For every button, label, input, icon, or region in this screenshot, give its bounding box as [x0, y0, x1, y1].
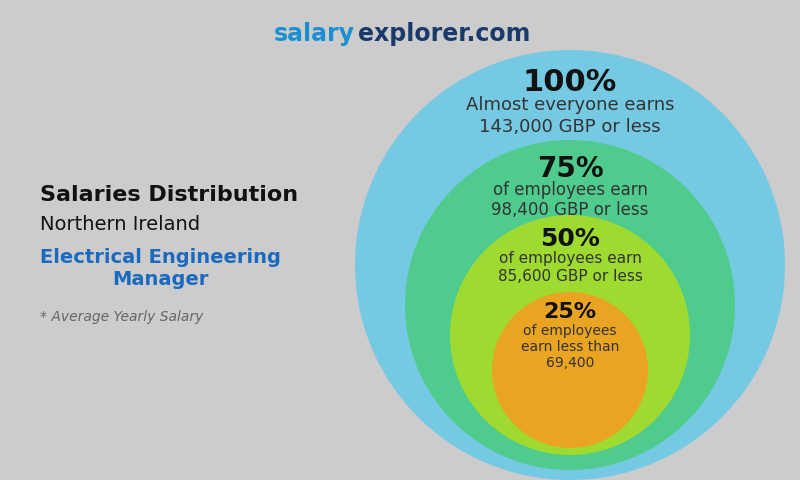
Text: of employees earn: of employees earn: [493, 181, 647, 199]
Text: of employees earn: of employees earn: [498, 251, 642, 266]
Text: Almost everyone earns: Almost everyone earns: [466, 96, 674, 114]
Text: of employees: of employees: [523, 324, 617, 338]
Text: 75%: 75%: [537, 155, 603, 183]
Text: salary: salary: [274, 22, 355, 46]
Text: 100%: 100%: [523, 68, 617, 97]
Circle shape: [492, 292, 648, 448]
Text: 25%: 25%: [543, 302, 597, 322]
Text: 98,400 GBP or less: 98,400 GBP or less: [491, 201, 649, 219]
Text: 69,400: 69,400: [546, 356, 594, 370]
Text: Salaries Distribution: Salaries Distribution: [40, 185, 298, 205]
Text: Northern Ireland: Northern Ireland: [40, 215, 200, 234]
Text: explorer.com: explorer.com: [358, 22, 530, 46]
Text: 143,000 GBP or less: 143,000 GBP or less: [479, 118, 661, 136]
Text: earn less than: earn less than: [521, 340, 619, 354]
Circle shape: [405, 140, 735, 470]
Circle shape: [450, 215, 690, 455]
Text: * Average Yearly Salary: * Average Yearly Salary: [40, 310, 203, 324]
Text: 85,600 GBP or less: 85,600 GBP or less: [498, 269, 642, 284]
Text: Electrical Engineering
Manager: Electrical Engineering Manager: [40, 248, 281, 289]
Circle shape: [355, 50, 785, 480]
Text: 50%: 50%: [540, 227, 600, 251]
